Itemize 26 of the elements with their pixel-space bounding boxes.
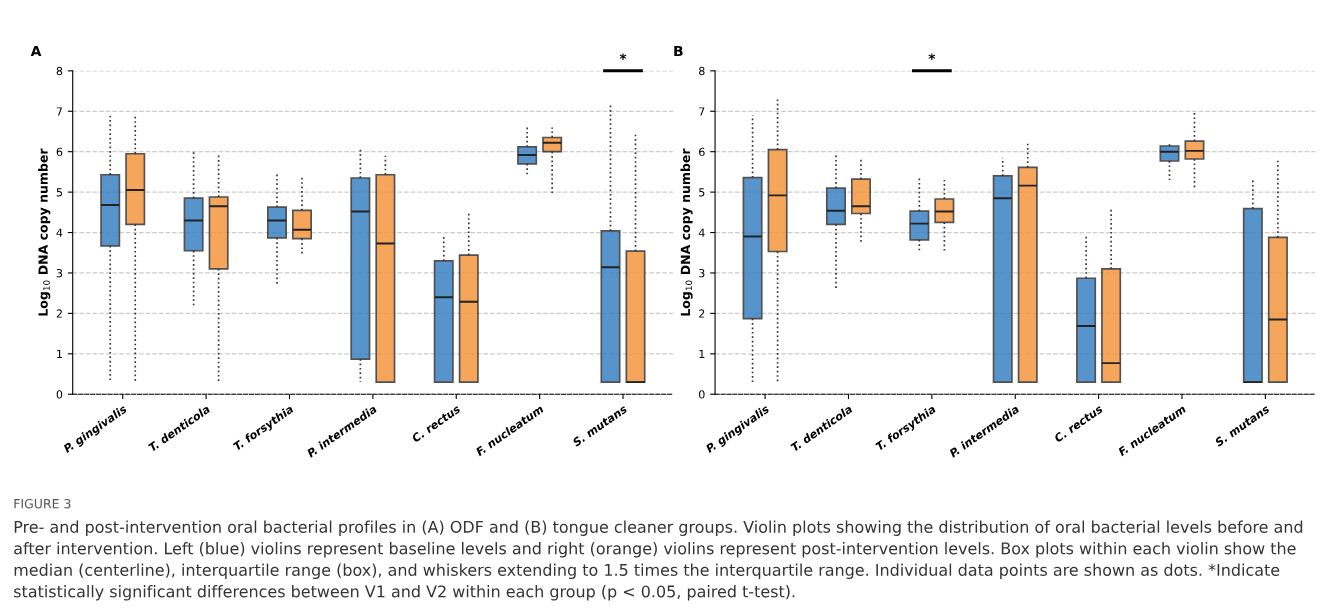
y-tick-label: 2 <box>56 309 62 318</box>
y-tick-label: 3 <box>699 268 705 278</box>
text: * <box>928 53 936 60</box>
y-axis-title: Log$_{10}$ DNA copy number <box>38 148 51 316</box>
y-tick-label: 8 <box>699 66 705 76</box>
y-tick-label: 1 <box>699 349 705 359</box>
y-tick-label: 2 <box>699 309 705 318</box>
y-tick-label: 4 <box>698 228 705 237</box>
y-tick-label: 3 <box>56 268 63 278</box>
y-tick-label: 0 <box>699 390 705 399</box>
y-tick-label: 6 <box>56 147 63 157</box>
y-tick-label: 7 <box>56 107 63 116</box>
chart-title: B <box>674 45 683 57</box>
y-tick-label: 6 <box>699 147 705 157</box>
caption: FIGURE 3 <box>14 498 71 509</box>
y-tick-label: 4 <box>56 228 63 237</box>
y-tick-label: 5 <box>56 188 63 197</box>
y-tick-label: 5 <box>699 188 705 197</box>
y-tick-label: 0 <box>56 390 63 399</box>
y-tick-label: 8 <box>56 66 63 76</box>
text: * <box>619 53 627 60</box>
y-tick-label: 7 <box>699 107 705 116</box>
text: Pre- and post-intervention oral bacterial profiles in (A) ODF and (B) tongue cleaner groups. Violin plots showing the distribution of oral bacterial levels before and after intervention. Left (blue) violins represent baseline levels and right (orange) violins represent post-intervention levels. Box plots within each violin show the median (centerline), interquartile range (box), and whiskers extending to 1.5 times the interquartile range. Individual data points are shown as dots. *Indicate statistically significant differences between V1 and V2 within each group (p < 0.05, paired t-test). <box>14 520 1303 601</box>
chart-title: A <box>30 45 42 57</box>
y-axis-title: Log$_{10}$ DNA copy number <box>680 148 693 316</box>
y-tick-label: 1 <box>57 349 62 359</box>
